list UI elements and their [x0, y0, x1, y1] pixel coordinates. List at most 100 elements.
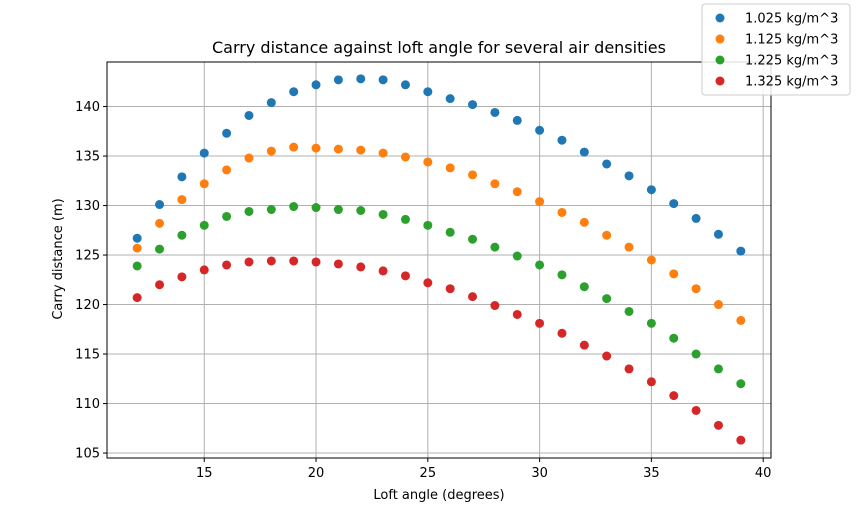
x-tick-label: 35	[643, 466, 660, 481]
data-point	[356, 74, 366, 84]
data-point	[646, 377, 656, 387]
data-point	[289, 256, 299, 266]
x-tick-label: 15	[196, 466, 213, 481]
data-point	[266, 98, 276, 108]
data-point	[177, 230, 187, 240]
data-point	[199, 179, 209, 189]
data-point	[691, 284, 701, 294]
data-point	[132, 233, 142, 243]
data-point	[624, 171, 634, 181]
data-point	[624, 306, 634, 316]
x-axis-label: Loft angle (degrees)	[373, 488, 504, 503]
data-point	[177, 172, 187, 182]
data-point	[535, 125, 545, 135]
data-point	[579, 340, 589, 350]
legend-label: 1.025 kg/m^3	[745, 12, 838, 27]
data-point	[557, 270, 567, 280]
y-axis-ticks: 105 110 115 120 125 130 135 140	[75, 100, 107, 462]
data-point	[199, 220, 209, 230]
data-point	[378, 266, 388, 276]
data-point	[356, 262, 366, 272]
data-point	[423, 157, 433, 167]
data-point	[423, 278, 433, 288]
y-tick-label: 105	[75, 447, 100, 462]
y-tick-label: 140	[75, 100, 100, 115]
data-point	[333, 75, 343, 85]
legend-marker	[715, 13, 725, 23]
data-points	[132, 74, 746, 445]
data-point	[266, 256, 276, 266]
data-point	[155, 200, 165, 210]
data-point	[266, 205, 276, 215]
data-point	[378, 148, 388, 158]
data-point	[222, 211, 232, 221]
data-point	[177, 272, 187, 282]
data-point	[244, 110, 254, 120]
data-point	[624, 242, 634, 252]
data-point	[400, 214, 410, 224]
data-point	[445, 284, 455, 294]
data-point	[468, 234, 478, 244]
legend-label: 1.125 kg/m^3	[745, 33, 838, 48]
grid-lines	[107, 62, 771, 458]
data-point	[669, 269, 679, 279]
data-point	[512, 309, 522, 319]
data-point	[669, 199, 679, 209]
data-point	[602, 159, 612, 169]
data-point	[669, 391, 679, 401]
plot-frame	[106, 61, 772, 459]
legend-marker	[715, 55, 725, 65]
data-point	[736, 315, 746, 325]
data-point	[490, 107, 500, 117]
data-point	[222, 165, 232, 175]
y-tick-label: 135	[75, 150, 100, 165]
data-point	[378, 75, 388, 85]
data-point	[736, 379, 746, 389]
data-point	[736, 435, 746, 445]
data-point	[177, 195, 187, 205]
data-point	[244, 153, 254, 163]
x-tick-label: 40	[755, 466, 772, 481]
data-point	[155, 280, 165, 290]
data-point	[512, 251, 522, 261]
series-2	[132, 142, 746, 325]
data-point	[289, 87, 299, 97]
legend-marker	[715, 34, 725, 44]
y-tick-label: 125	[75, 249, 100, 264]
data-point	[602, 351, 612, 361]
x-tick-label: 20	[308, 466, 325, 481]
x-tick-label: 30	[531, 466, 548, 481]
data-point	[423, 220, 433, 230]
data-point	[713, 364, 723, 374]
data-point	[311, 257, 321, 267]
data-point	[311, 203, 321, 213]
data-point	[602, 230, 612, 240]
data-point	[646, 185, 656, 195]
y-tick-label: 120	[75, 298, 100, 313]
series-4	[132, 256, 746, 445]
data-point	[691, 213, 701, 223]
data-point	[490, 242, 500, 252]
data-point	[579, 147, 589, 157]
data-point	[535, 197, 545, 207]
y-axis-label: Carry distance (m)	[51, 198, 66, 319]
data-point	[468, 100, 478, 110]
legend-label: 1.325 kg/m^3	[745, 75, 838, 90]
data-point	[266, 146, 276, 156]
data-point	[244, 206, 254, 216]
data-point	[602, 294, 612, 304]
x-axis-ticks: 15 20 25 30 35 40	[196, 458, 771, 481]
data-point	[356, 206, 366, 215]
chart-title: Carry distance against loft angle for se…	[212, 38, 666, 57]
data-point	[646, 255, 656, 265]
data-point	[289, 142, 299, 152]
data-point	[311, 80, 321, 90]
data-point	[557, 328, 567, 338]
data-point	[222, 128, 232, 138]
data-point	[400, 152, 410, 162]
data-point	[445, 94, 455, 104]
data-point	[512, 187, 522, 197]
data-point	[646, 318, 656, 328]
data-point	[691, 349, 701, 359]
data-point	[445, 227, 455, 237]
